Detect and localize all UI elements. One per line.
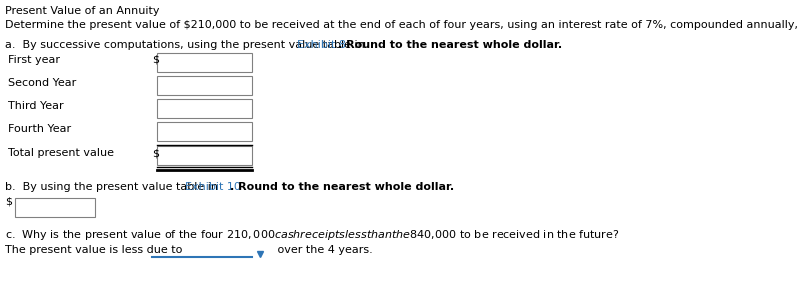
Text: a.  By successive computations, using the present value table in: a. By successive computations, using the… — [5, 40, 368, 50]
Text: Fourth Year: Fourth Year — [8, 124, 71, 134]
Text: $: $ — [152, 148, 159, 158]
Text: Exhibit 8: Exhibit 8 — [297, 40, 347, 50]
FancyBboxPatch shape — [157, 52, 252, 71]
Text: Present Value of an Annuity: Present Value of an Annuity — [5, 6, 159, 16]
Text: . Round to the nearest whole dollar.: . Round to the nearest whole dollar. — [338, 40, 562, 50]
Text: over the 4 years.: over the 4 years. — [274, 245, 373, 255]
Text: Second Year: Second Year — [8, 78, 77, 88]
Text: The present value is less due to: The present value is less due to — [5, 245, 183, 255]
Text: Third Year: Third Year — [8, 101, 64, 111]
FancyBboxPatch shape — [157, 121, 252, 141]
FancyBboxPatch shape — [157, 145, 252, 164]
Text: b.  By using the present value table in: b. By using the present value table in — [5, 182, 222, 192]
Text: $: $ — [5, 196, 12, 206]
Text: First year: First year — [8, 55, 60, 65]
Text: Total present value: Total present value — [8, 148, 114, 158]
Text: Exhibit 10: Exhibit 10 — [185, 182, 241, 192]
FancyBboxPatch shape — [15, 198, 95, 217]
Text: Determine the present value of $210,000 to be received at the end of each of fou: Determine the present value of $210,000 … — [5, 20, 797, 30]
Text: c.  Why is the present value of the four $210,000 cash receipts less than the $8: c. Why is the present value of the four … — [5, 228, 619, 242]
Text: . Round to the nearest whole dollar.: . Round to the nearest whole dollar. — [230, 182, 454, 192]
Text: $: $ — [152, 55, 159, 65]
FancyBboxPatch shape — [157, 99, 252, 117]
FancyBboxPatch shape — [157, 76, 252, 95]
